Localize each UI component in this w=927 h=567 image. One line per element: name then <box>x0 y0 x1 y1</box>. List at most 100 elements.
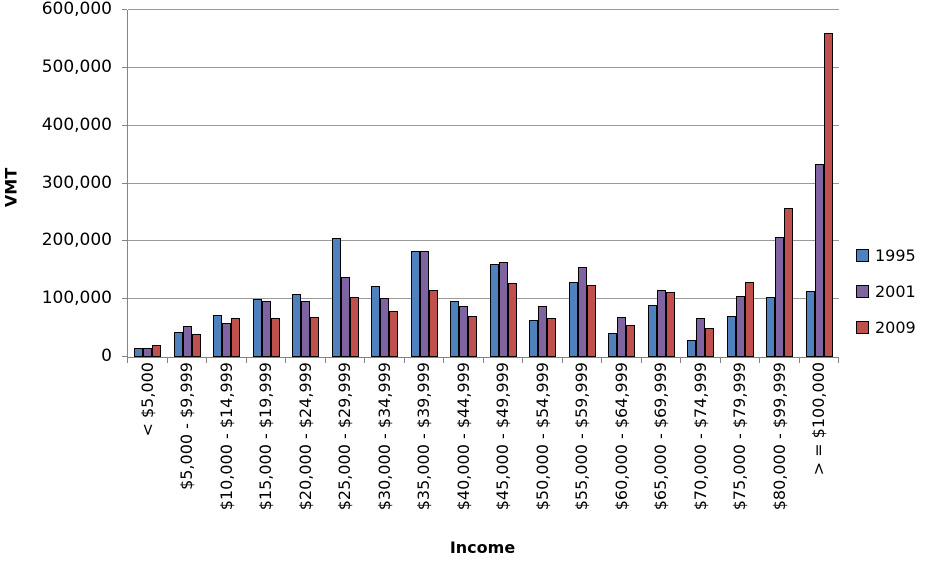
bar-2001 <box>538 306 547 357</box>
bar-2001 <box>815 164 824 357</box>
bar-2009 <box>468 316 477 357</box>
x-tick-label: $5,000 - $9,999 <box>177 362 196 490</box>
x-tick-mark <box>720 358 721 363</box>
x-tick-label: $75,000 - $79,999 <box>730 362 749 511</box>
x-tick-mark <box>601 358 602 363</box>
x-tick-mark <box>246 358 247 363</box>
bar-2009 <box>666 292 675 357</box>
x-tick-label: $45,000 - $49,999 <box>493 362 512 511</box>
bar-2001 <box>301 301 310 357</box>
bar-2009 <box>547 318 556 357</box>
gridline <box>128 9 839 10</box>
x-tick-label: $80,000 - $99,999 <box>770 362 789 511</box>
x-tick-mark <box>443 358 444 363</box>
bar-1995 <box>174 332 183 357</box>
x-tick-mark <box>167 358 168 363</box>
bar-1995 <box>727 316 736 357</box>
bar-2009 <box>429 290 438 357</box>
y-tick-mark <box>122 356 127 357</box>
y-tick-mark <box>122 9 127 10</box>
bar-2001 <box>183 326 192 357</box>
x-tick-mark <box>285 358 286 363</box>
bar-2009 <box>231 318 240 357</box>
bar-2009 <box>389 311 398 357</box>
bar-2009 <box>784 208 793 357</box>
bar-2009 <box>745 282 754 357</box>
bar-2009 <box>705 328 714 357</box>
bar-1995 <box>134 348 143 357</box>
y-tick-mark <box>122 240 127 242</box>
bar-2009 <box>192 334 201 357</box>
legend-swatch-1995 <box>856 248 869 262</box>
x-tick-label: $70,000 - $74,999 <box>691 362 710 511</box>
bar-1995 <box>648 305 657 357</box>
bar-1995 <box>608 333 617 357</box>
x-tick-mark <box>838 358 839 363</box>
legend-item-2001: 2001 <box>856 281 916 301</box>
x-tick-label: $15,000 - $19,999 <box>256 362 275 511</box>
x-tick-mark <box>127 358 128 363</box>
y-tick-label: 100,000 <box>41 288 112 309</box>
gridline <box>128 240 839 242</box>
y-tick-mark <box>122 124 127 126</box>
bar-1995 <box>213 315 222 357</box>
x-tick-label: $10,000 - $14,999 <box>217 362 236 511</box>
legend-item-2009: 2009 <box>856 318 916 337</box>
bar-1995 <box>766 297 775 357</box>
x-tick-mark <box>364 358 365 363</box>
bar-2001 <box>499 262 508 357</box>
x-tick-label: < $5,000 <box>138 362 157 437</box>
y-tick-label: 200,000 <box>41 230 112 251</box>
bar-2009 <box>152 345 161 357</box>
x-tick-label: $20,000 - $24,999 <box>296 362 315 511</box>
bar-1995 <box>253 299 262 357</box>
bar-1995 <box>292 294 301 357</box>
bar-2001 <box>341 277 350 357</box>
y-tick-mark <box>122 182 127 184</box>
x-tick-label: $55,000 - $59,999 <box>572 362 591 511</box>
bar-1995 <box>529 320 538 357</box>
x-tick-mark <box>404 358 405 363</box>
bar-2001 <box>222 323 231 357</box>
bar-2001 <box>775 237 784 357</box>
bar-2001 <box>420 251 429 357</box>
bar-1995 <box>332 238 341 357</box>
x-tick-label: > = $100,000 <box>809 362 828 476</box>
x-axis-title: Income <box>449 538 516 557</box>
bar-2009 <box>350 297 359 357</box>
bar-2009 <box>824 33 833 357</box>
y-tick-mark <box>122 298 127 300</box>
x-tick-label: $30,000 - $34,999 <box>375 362 394 511</box>
bar-2001 <box>696 318 705 357</box>
x-tick-mark <box>759 358 760 363</box>
x-tick-mark <box>325 358 326 363</box>
bar-2001 <box>143 348 152 357</box>
bar-2001 <box>578 267 587 357</box>
gridline <box>128 298 839 300</box>
bar-1995 <box>569 282 578 357</box>
x-tick-label: $35,000 - $39,999 <box>414 362 433 511</box>
bar-2001 <box>617 317 626 357</box>
bar-2009 <box>271 318 280 357</box>
bar-2001 <box>736 296 745 357</box>
x-tick-label: $65,000 - $69,999 <box>651 362 670 511</box>
x-tick-label: $40,000 - $44,999 <box>454 362 473 511</box>
x-tick-label: $50,000 - $54,999 <box>533 362 552 511</box>
bar-1995 <box>411 251 420 357</box>
gridline <box>128 182 839 184</box>
y-tick-label: 600,000 <box>41 0 112 19</box>
legend-label-2001: 2001 <box>875 281 916 301</box>
gridline <box>128 124 839 126</box>
x-tick-mark <box>799 358 800 363</box>
bar-2009 <box>587 285 596 357</box>
legend-swatch-2001 <box>856 284 869 298</box>
x-tick-label: $25,000 - $29,999 <box>335 362 354 511</box>
bar-2009 <box>508 283 517 357</box>
bar-2001 <box>459 306 468 357</box>
x-tick-mark <box>680 358 681 363</box>
plot-area <box>127 9 839 358</box>
bar-1995 <box>806 291 815 357</box>
x-tick-mark <box>562 358 563 363</box>
x-tick-mark <box>206 358 207 363</box>
